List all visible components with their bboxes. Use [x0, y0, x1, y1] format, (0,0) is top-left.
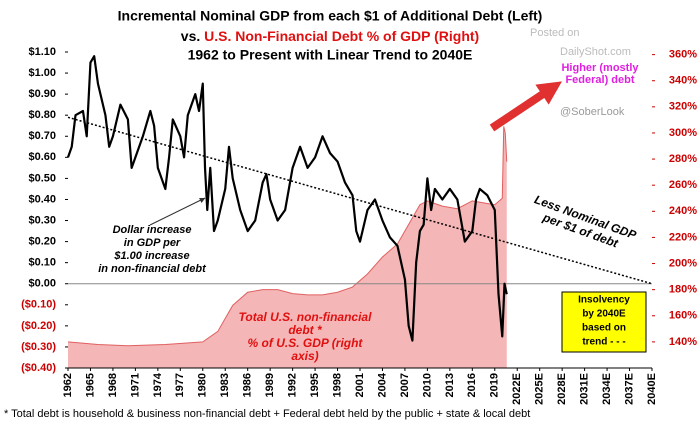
y-tick-label: $0.70 [28, 130, 56, 142]
y2-tick-label: 360% [669, 49, 697, 61]
x-tick-label: 1968 [107, 373, 119, 397]
footnote: * Total debt is household & business non… [4, 408, 530, 420]
annotation: Total U.S. non-financial [239, 310, 373, 324]
chart-subtitle: vs. U.S. Non-Financial Debt % of GDP (Ri… [181, 28, 479, 44]
y-tick-label: ($0.10) [21, 299, 56, 311]
y-tick-label: ($0.40) [21, 362, 56, 374]
y2-tick-label: 280% [669, 153, 697, 165]
annotation: trend - - - [582, 337, 625, 348]
x-tick-label: 2016 [466, 373, 478, 397]
x-tick-label: 2025E [534, 373, 546, 405]
y-tick-label: $0.30 [28, 214, 56, 226]
x-tick-label: 2031E [579, 373, 591, 405]
pointer-arrow [149, 197, 206, 226]
y2-tick-label: 300% [669, 127, 697, 139]
x-tick-label: 2034E [601, 373, 613, 405]
y-tick-label: $0.20 [28, 236, 56, 248]
x-tick-label: 2007 [399, 373, 411, 397]
y2-tick-label: 180% [669, 284, 697, 296]
x-tick-label: 2037E [623, 373, 635, 405]
x-tick-label: 2001 [354, 373, 366, 397]
watermark: Posted on [530, 27, 580, 39]
x-tick-label: 1992 [287, 373, 299, 397]
debt-line [67, 126, 508, 347]
chart-title: Incremental Nominal GDP from each $1 of … [118, 8, 543, 24]
subtitle-red: U.S. Non-Financial Debt % of GDP (Right) [204, 28, 479, 44]
x-tick-label: 1995 [309, 373, 321, 397]
x-tick-label: 2022E [511, 373, 523, 405]
x-tick-label: 2004 [376, 372, 388, 397]
gdp-line [66, 55, 508, 342]
y-tick-label: $0.10 [28, 257, 56, 269]
y2-tick-label: 160% [669, 310, 697, 322]
y-tick-label: $0.00 [28, 278, 56, 290]
y2-tick-label: 140% [669, 336, 697, 348]
subtitle-prefix: vs. [181, 28, 200, 44]
x-tick-label: 1989 [264, 373, 276, 397]
annotation: in GDP per [124, 237, 181, 249]
y-tick-label: $0.60 [28, 151, 56, 163]
annotation: axis) [291, 349, 318, 363]
y-tick-label: $1.00 [28, 67, 56, 79]
watermark: DailyShot.com [560, 46, 631, 58]
annotation: based on [582, 323, 626, 334]
x-tick-label: 1980 [197, 373, 209, 397]
y-tick-label: $0.80 [28, 109, 56, 121]
annotation: in non-financial debt [98, 263, 207, 275]
chart-title: 1962 to Present with Linear Trend to 204… [188, 47, 473, 63]
debt-area [68, 126, 507, 368]
x-tick-label: 1974 [152, 372, 164, 397]
trend-line [67, 116, 653, 285]
insolvency-box [561, 291, 647, 353]
y-tick-label: $0.50 [28, 172, 56, 184]
x-tick-label: 1962 [62, 373, 74, 397]
annotation: Higher (mostly [561, 62, 639, 74]
watermark: @SoberLook [560, 106, 625, 118]
x-tick-label: 1965 [84, 373, 96, 397]
y2-tick-label: 320% [669, 101, 697, 113]
x-tick-label: 1983 [219, 373, 231, 397]
y-tick-label: $1.10 [28, 46, 56, 58]
annotation: Federal) debt [565, 74, 634, 86]
x-tick-label: 1986 [242, 373, 254, 397]
y2-tick-label: 200% [669, 257, 697, 269]
annotation: debt * [288, 323, 323, 337]
y2-tick-label: 260% [669, 179, 697, 191]
annotation: $1.00 increase [113, 250, 189, 262]
x-tick-label: 1971 [129, 373, 141, 397]
red-arrow [489, 81, 562, 132]
x-tick-label: 2019 [489, 373, 501, 397]
x-tick-label: 2040E [646, 373, 658, 405]
y2-tick-label: 220% [669, 231, 697, 243]
x-tick-label: 2013 [444, 373, 456, 397]
y2-tick-label: 340% [669, 75, 697, 87]
x-tick-label: 1998 [331, 373, 343, 397]
y-tick-label: $0.40 [28, 193, 56, 205]
annotation: Insolvency [578, 295, 630, 306]
annotation: by 2040E [582, 309, 626, 320]
x-tick-label: 2010 [421, 373, 433, 397]
y-tick-label: $0.90 [28, 88, 56, 100]
y-tick-label: ($0.30) [21, 341, 56, 353]
x-tick-label: 2028E [556, 373, 568, 405]
y-tick-label: ($0.20) [21, 320, 56, 332]
x-tick-label: 1977 [174, 373, 186, 397]
y2-tick-label: 240% [669, 205, 697, 217]
annotation: % of U.S. GDP (right [248, 336, 364, 350]
annotation: Dollar increase [113, 224, 192, 236]
plot-area [67, 126, 508, 368]
